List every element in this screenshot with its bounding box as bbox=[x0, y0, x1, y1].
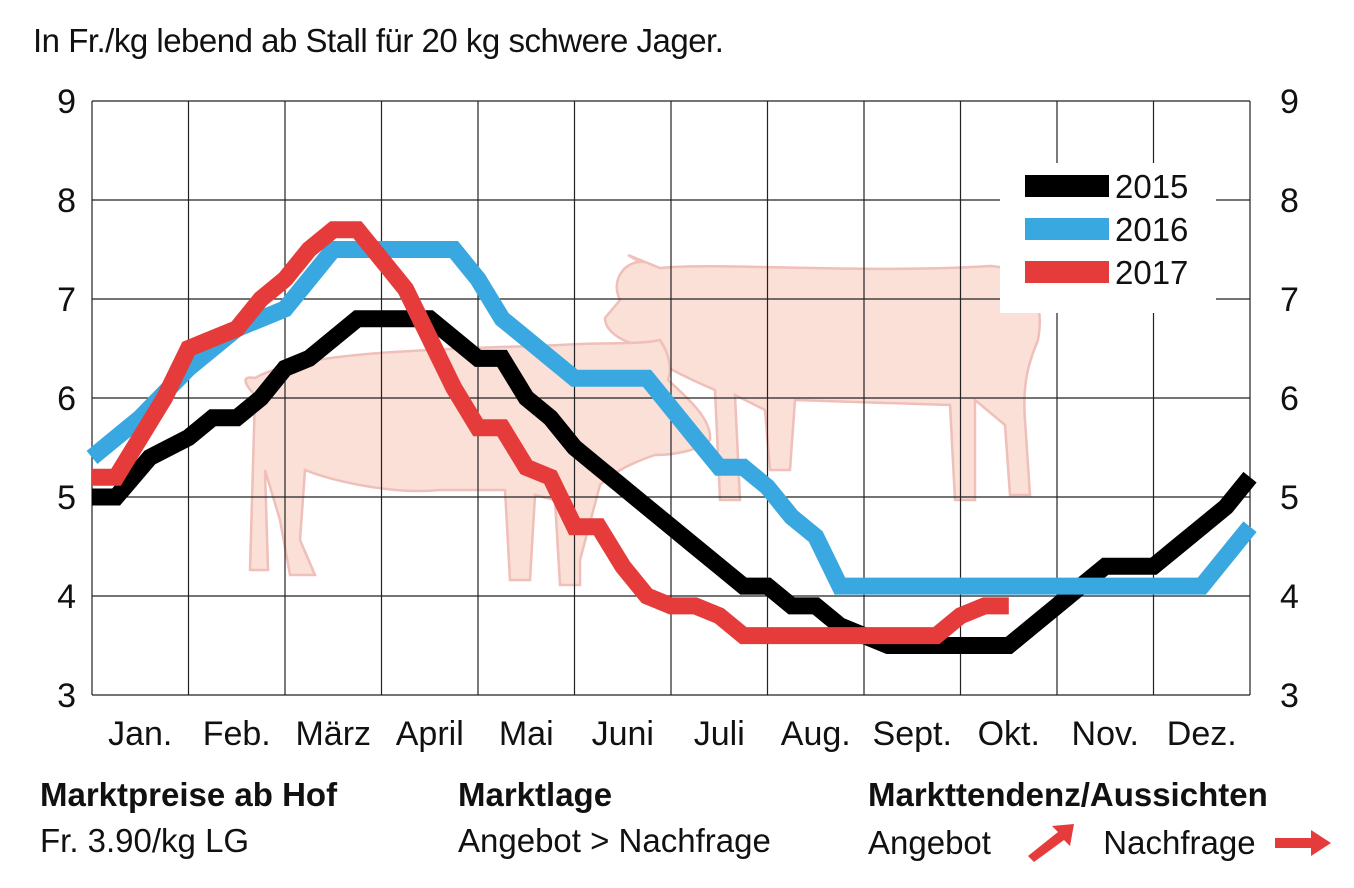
x-tick-label: Mai bbox=[499, 715, 554, 753]
y-tick-label-right: 7 bbox=[1280, 281, 1299, 319]
y-tick-label-left: 5 bbox=[57, 479, 76, 517]
legend-swatch-2017 bbox=[1025, 261, 1109, 283]
x-tick-label: Feb. bbox=[203, 715, 271, 753]
y-tick-label-left: 8 bbox=[57, 182, 76, 220]
trend-demand-label: Nachfrage bbox=[1103, 824, 1256, 862]
pig-illustration bbox=[244, 253, 1041, 587]
y-axis-right: 3 4 5 6 7 8 9 bbox=[1280, 83, 1299, 715]
market-situation-heading: Marktlage bbox=[458, 776, 613, 813]
chart-subtitle: In Fr./kg lebend ab Stall für 20 kg schw… bbox=[33, 22, 724, 59]
trend-supply-label: Angebot bbox=[868, 824, 991, 862]
y-tick-label-right: 5 bbox=[1280, 479, 1299, 517]
market-trend-row: Angebot Nachfrage bbox=[868, 818, 1348, 866]
y-tick-label-left: 4 bbox=[57, 578, 76, 616]
y-tick-label-right: 8 bbox=[1280, 182, 1299, 220]
arrow-right-icon bbox=[1274, 830, 1331, 857]
y-tick-label-left: 3 bbox=[57, 677, 76, 715]
y-tick-label-left: 6 bbox=[57, 380, 76, 418]
series-lines bbox=[86, 221, 1257, 654]
x-tick-label: Nov. bbox=[1072, 715, 1139, 753]
x-tick-label: Juni bbox=[592, 715, 654, 753]
market-trend-block: Markttendenz/Aussichten Angebot Nachfrag… bbox=[868, 772, 1348, 866]
legend-label-2017: 2017 bbox=[1115, 254, 1188, 291]
y-tick-label-right: 4 bbox=[1280, 578, 1299, 616]
x-tick-label: Okt. bbox=[978, 715, 1040, 753]
x-tick-label: Jan. bbox=[108, 715, 172, 753]
y-tick-label-left: 7 bbox=[57, 281, 76, 319]
market-prices-heading: Marktpreise ab Hof bbox=[40, 776, 338, 813]
legend-swatch-2016 bbox=[1025, 218, 1109, 240]
x-tick-label: Dez. bbox=[1167, 715, 1237, 753]
legend-label-2016: 2016 bbox=[1115, 211, 1188, 248]
arrow-up-right-icon bbox=[1028, 824, 1075, 863]
market-prices-value: Fr. 3.90/kg LG bbox=[40, 822, 250, 859]
y-axis-left: 3 4 5 6 7 8 9 bbox=[57, 83, 76, 715]
pig-large-illustration bbox=[603, 253, 1041, 502]
x-tick-label: Juli bbox=[694, 715, 745, 753]
series-line-2015 bbox=[92, 310, 1257, 654]
market-prices-block: Marktpreise ab Hof Fr. 3.90/kg LG bbox=[40, 772, 337, 864]
legend-label-2015: 2015 bbox=[1115, 168, 1188, 205]
x-tick-label: April bbox=[396, 715, 464, 753]
x-axis: Jan. Feb. März April Mai Juni Juli Aug. Sept. Okt… bbox=[108, 715, 1237, 753]
market-situation-value: Angebot > Nachfrage bbox=[458, 822, 771, 859]
x-tick-label: Sept. bbox=[873, 715, 952, 753]
series-line-2017 bbox=[92, 221, 1009, 645]
y-tick-label-right: 9 bbox=[1280, 83, 1299, 121]
y-tick-label-right: 3 bbox=[1280, 677, 1299, 715]
y-tick-label-left: 9 bbox=[57, 83, 76, 121]
price-chart: 3 4 5 6 7 8 9 3 4 5 6 7 8 9 Jan. Feb. März April Mai Juni… bbox=[57, 83, 1299, 753]
x-tick-label: Aug. bbox=[781, 715, 851, 753]
legend-swatch-2015 bbox=[1025, 175, 1109, 197]
series-line-2016 bbox=[86, 241, 1257, 595]
y-tick-label-right: 6 bbox=[1280, 380, 1299, 418]
market-trend-heading: Markttendenz/Aussichten bbox=[868, 776, 1268, 813]
chart-legend: 2015 2016 2017 bbox=[1000, 163, 1216, 313]
x-tick-label: März bbox=[295, 715, 371, 753]
market-situation-block: Marktlage Angebot > Nachfrage bbox=[458, 772, 771, 864]
